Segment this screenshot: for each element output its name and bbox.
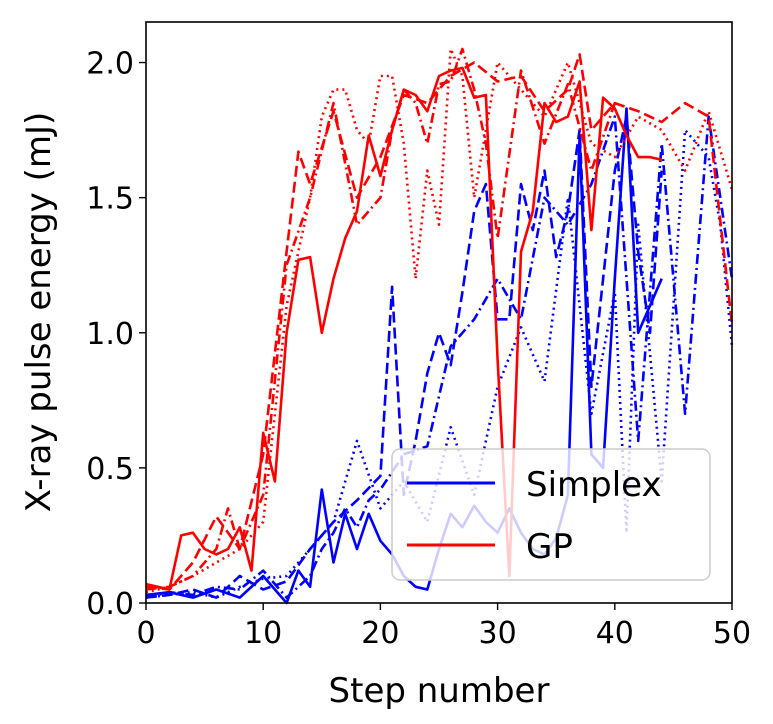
x-tick-label: 0 <box>136 616 155 651</box>
legend-simplex-label: Simplex <box>526 465 662 505</box>
y-tick-label: 1.0 <box>86 317 134 352</box>
x-tick-label: 30 <box>479 616 517 651</box>
y-tick-label: 1.5 <box>86 182 134 217</box>
series-line-simplex-2 <box>145 115 663 599</box>
legend: Simplex GP <box>391 448 711 581</box>
x-axis-label: Step number <box>329 671 550 711</box>
y-tick-label: 0.5 <box>86 452 134 487</box>
x-tick-label: 20 <box>361 616 399 651</box>
y-tick-label: 0.0 <box>86 587 134 622</box>
legend-gp-label: GP <box>526 527 573 567</box>
plot-area <box>145 21 734 605</box>
x-axis-ticks: 0 10 20 30 40 50 <box>136 603 751 651</box>
y-axis-ticks: 0.0 0.5 1.0 1.5 2.0 <box>86 47 146 622</box>
plot-frame <box>145 21 733 604</box>
y-tick-label: 2.0 <box>86 47 134 82</box>
series-line-gp-1 <box>145 66 662 591</box>
x-tick-label: 10 <box>244 616 282 651</box>
x-tick-label: 40 <box>596 616 634 651</box>
series-line-gp-2 <box>145 53 734 591</box>
y-axis-label: X-ray pulse energy (mJ) <box>19 112 59 513</box>
x-tick-label: 50 <box>713 616 751 651</box>
series-line-gp-3 <box>145 47 617 591</box>
